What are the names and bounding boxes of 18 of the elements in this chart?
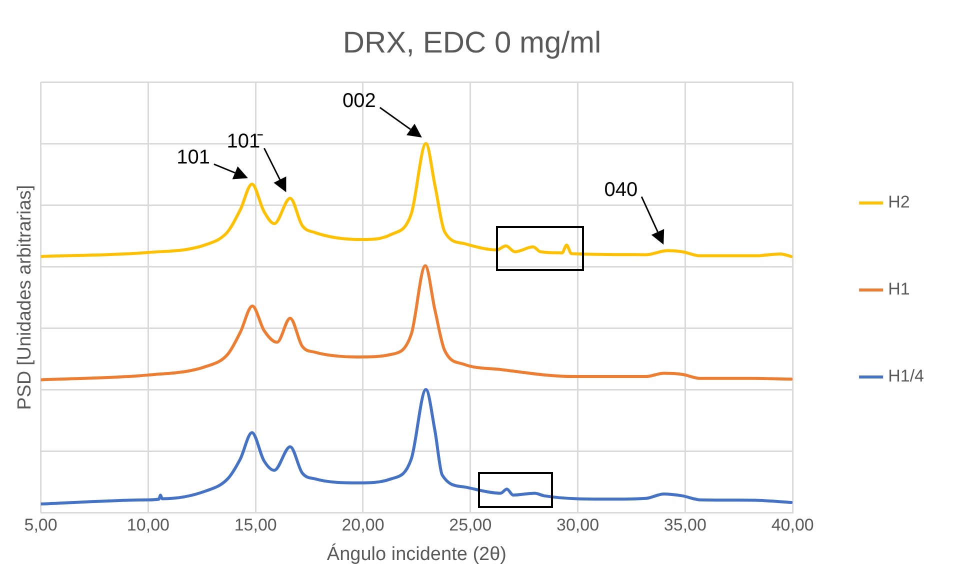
annotation: 101̄ bbox=[226, 130, 264, 153]
chart-title: DRX, EDC 0 mg/ml bbox=[342, 26, 602, 60]
x-tick-label: 20,00 bbox=[342, 516, 384, 535]
x-tick-label: 30,00 bbox=[556, 516, 600, 535]
x-tick-label: 15,00 bbox=[234, 516, 277, 535]
x-tick-label: 25,00 bbox=[449, 516, 492, 535]
y-axis-title: PSD [Unidades arbitrarias] bbox=[14, 184, 36, 410]
legend-label: H1/4 bbox=[888, 366, 924, 386]
legend-label: H2 bbox=[888, 192, 910, 212]
annotation: 002 bbox=[342, 90, 376, 112]
annotation: 040 bbox=[604, 179, 638, 202]
x-tick-label: 5,00 bbox=[24, 516, 58, 535]
x-tick-label: 10,00 bbox=[126, 516, 170, 535]
x-tick-label: 35,00 bbox=[664, 516, 706, 535]
annotation: 101 bbox=[176, 146, 210, 169]
legend-label: H1 bbox=[888, 280, 910, 299]
x-axis-title: Ángulo incidente (2θ) bbox=[326, 542, 506, 565]
x-tick-label: 40,00 bbox=[771, 516, 814, 535]
